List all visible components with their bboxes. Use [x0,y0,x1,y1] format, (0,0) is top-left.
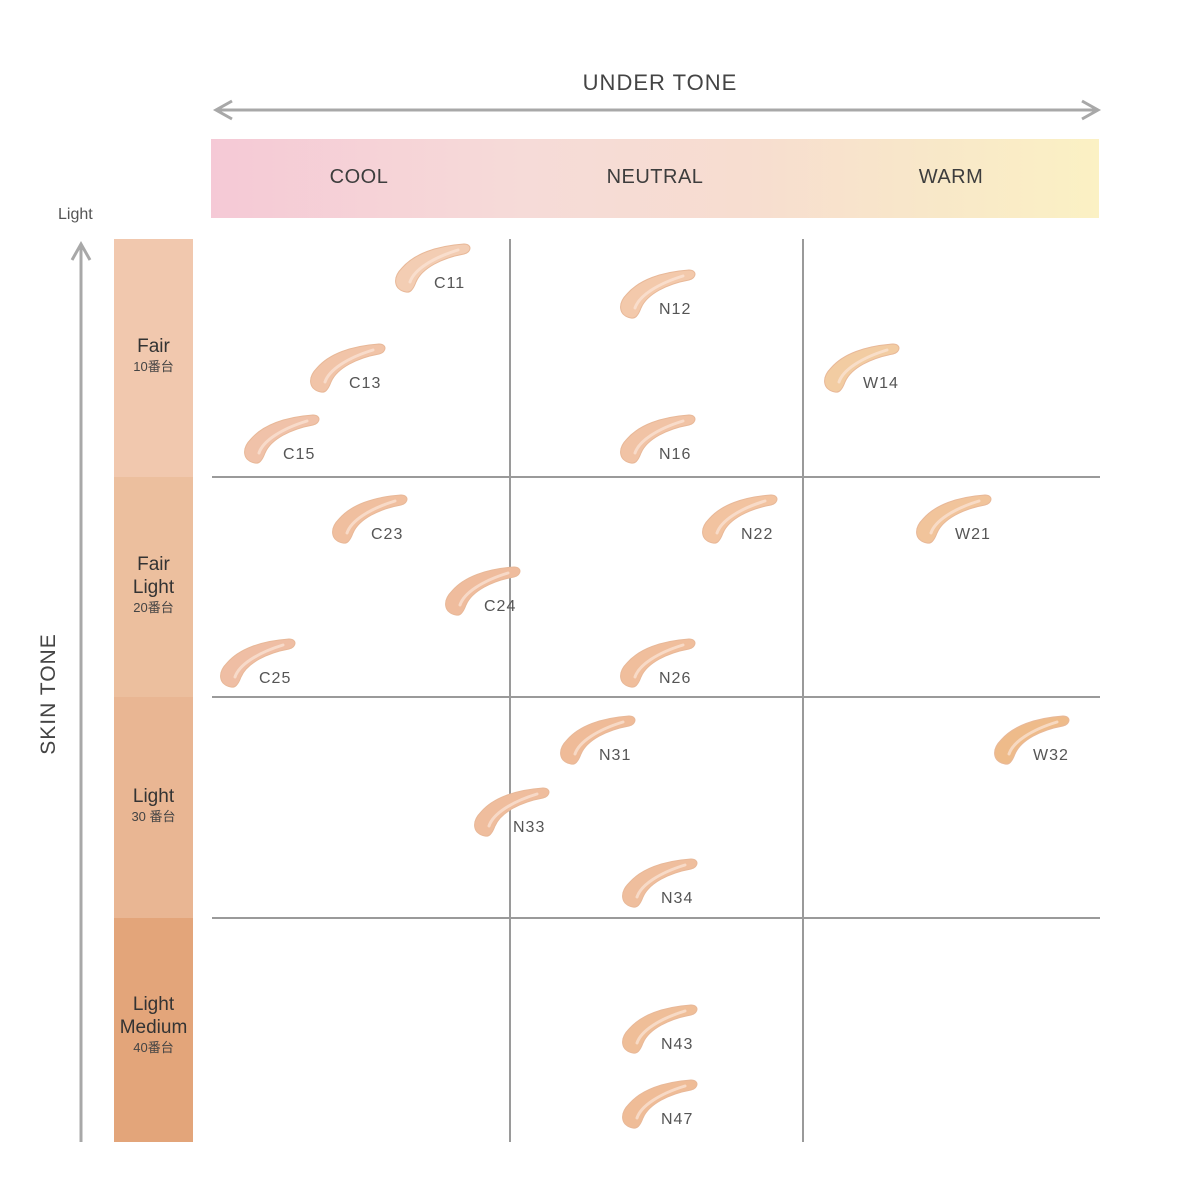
foundation-swatch-c23 [332,494,408,544]
swatch-label-c13: C13 [349,375,382,392]
band-range: 20番台 [133,600,174,615]
band-range: 30 番台 [131,809,176,824]
swatch-label-w21: W21 [955,526,991,543]
swatch-label-c11: C11 [434,275,466,292]
band-label-fair: Fair 10番台 [114,335,193,376]
swatch-label-c25: C25 [259,670,292,687]
band-label-light: Light 30 番台 [114,785,193,826]
foundation-swatch-w21 [916,494,992,544]
undertone-gradient-band [211,139,1099,218]
foundation-swatch-n26 [620,638,696,688]
foundation-swatch-w14 [824,343,900,393]
foundation-swatch-c11 [395,243,471,293]
foundation-swatch-c25 [220,638,296,688]
swatch-label-c24: C24 [484,598,517,615]
undertone-neutral-label: NEUTRAL [606,166,704,188]
under-tone-title: UNDER TONE [582,70,738,95]
swatch-label-c23: C23 [371,526,404,543]
foundation-swatch-n31 [560,715,636,765]
swatch-label-n12: N12 [659,301,692,318]
skin-band-fair-light [114,477,193,697]
foundation-swatch-c15 [244,414,320,464]
swatch-label-w14: W14 [863,375,899,392]
band-range: 40番台 [133,1040,174,1055]
band-range: 10番台 [133,359,174,374]
foundation-swatch-c24 [445,566,521,616]
light-axis-label: Light [58,206,93,223]
band-name: Light [132,786,175,807]
band-name: Fair [137,554,170,575]
band-name: Fair [137,336,170,357]
swatch-label-n43: N43 [661,1036,694,1053]
undertone-warm-label: WARM [918,166,984,188]
swatch-label-n16: N16 [659,446,692,463]
foundation-swatch-n47 [622,1079,698,1129]
swatch-label-n47: N47 [661,1111,694,1128]
band-label-fair-light: Fair Light 20番台 [114,553,193,617]
band-label-light-medium: Light Medium 40番台 [114,993,193,1057]
skin-band-light [114,697,193,918]
skin-band-light-medium [114,918,193,1142]
swatch-label-w32: W32 [1033,747,1069,764]
foundation-swatch-n22 [702,494,778,544]
under-tone-arrow [212,99,1102,121]
skin-tone-arrow [70,240,92,1142]
foundation-swatch-n12 [620,269,696,319]
foundation-swatch-n33 [474,787,550,837]
swatch-label-n22: N22 [741,526,774,543]
undertone-cool-label: COOL [329,166,389,188]
skin-band-fair [114,239,193,477]
swatch-label-n33: N33 [513,819,546,836]
swatch-label-n26: N26 [659,670,692,687]
swatch-label-c15: C15 [283,446,316,463]
foundation-swatch-n16 [620,414,696,464]
band-name: Light [132,994,175,1015]
band-name: Medium [119,1017,188,1038]
band-name: Light [132,577,175,598]
foundation-swatch-w32 [994,715,1070,765]
foundation-swatch-c13 [310,343,386,393]
swatch-label-n31: N31 [599,747,632,764]
foundation-swatch-n34 [622,858,698,908]
foundation-swatch-n43 [622,1004,698,1054]
swatch-label-n34: N34 [661,890,694,907]
